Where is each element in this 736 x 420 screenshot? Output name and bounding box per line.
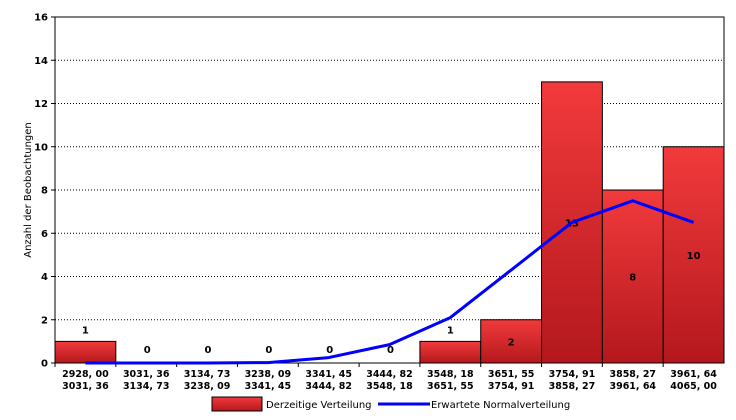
bar-value-label: 0 [387, 345, 394, 356]
legend-bar-swatch [211, 396, 263, 412]
x-tick-label-upper: 3031, 36 [62, 381, 109, 392]
bar-value-label: 0 [265, 345, 272, 356]
histogram-bar [662, 146, 725, 364]
normal-distribution-line [85, 199, 695, 365]
x-tick-label-lower: 3238, 09 [245, 369, 292, 380]
y-tick-label: 6 [41, 229, 48, 240]
x-tick-label-upper: 3548, 18 [366, 381, 413, 392]
x-tick-label-upper: 3444, 82 [305, 381, 352, 392]
x-tick-label-upper: 3754, 91 [488, 381, 535, 392]
x-tick-label-lower: 3134, 73 [184, 369, 231, 380]
x-tick-label-lower: 3548, 18 [427, 369, 474, 380]
x-tick-label-upper: 3341, 45 [245, 381, 292, 392]
y-tick-label: 14 [34, 56, 48, 67]
x-tick-label-lower: 3651, 55 [488, 369, 535, 380]
bar-value-label: 8 [629, 273, 636, 284]
legend-label-line: Erwartete Normalverteilung [431, 400, 570, 411]
y-tick-label: 10 [34, 142, 48, 153]
x-tick-label-lower: 2928, 00 [62, 369, 109, 380]
x-tick-label-lower: 3754, 91 [549, 369, 596, 380]
bar-value-label: 10 [687, 251, 701, 262]
bar-value-label: 1 [82, 325, 89, 336]
x-tick-label-upper: 3858, 27 [549, 381, 596, 392]
x-tick-label-upper: 3651, 55 [427, 381, 474, 392]
y-tick-label: 2 [41, 315, 48, 326]
bar-value-label: 0 [144, 345, 151, 356]
x-tick-label-lower: 3858, 27 [609, 369, 656, 380]
legend-label-bars: Derzeitige Verteilung [266, 400, 372, 411]
x-tick-label-lower: 3444, 82 [366, 369, 413, 380]
y-tick-label: 12 [34, 99, 48, 110]
x-tick-label-lower: 3341, 45 [305, 369, 352, 380]
y-tick-label: 8 [41, 186, 48, 197]
x-tick-label-upper: 4065, 00 [670, 381, 717, 392]
histogram-bar [54, 340, 117, 364]
y-axis-title: Anzahl der Beobachtungen [23, 122, 34, 258]
y-tick-label: 0 [41, 359, 48, 370]
y-tick-label: 4 [41, 272, 48, 283]
bar-value-label: 0 [205, 345, 212, 356]
bar-value-label: 0 [326, 345, 333, 356]
x-tick-label-upper: 3134, 73 [123, 381, 170, 392]
x-tick-label-upper: 3238, 09 [184, 381, 231, 392]
histogram-bar [601, 189, 664, 364]
x-tick-label-lower: 3031, 36 [123, 369, 170, 380]
x-tick-label-lower: 3961, 64 [670, 369, 717, 380]
bar-value-label: 1 [447, 325, 454, 336]
y-tick-label: 16 [34, 13, 48, 24]
bar-value-label: 2 [508, 337, 515, 348]
histogram-bar [419, 340, 482, 364]
x-tick-label-upper: 3961, 64 [609, 381, 656, 392]
